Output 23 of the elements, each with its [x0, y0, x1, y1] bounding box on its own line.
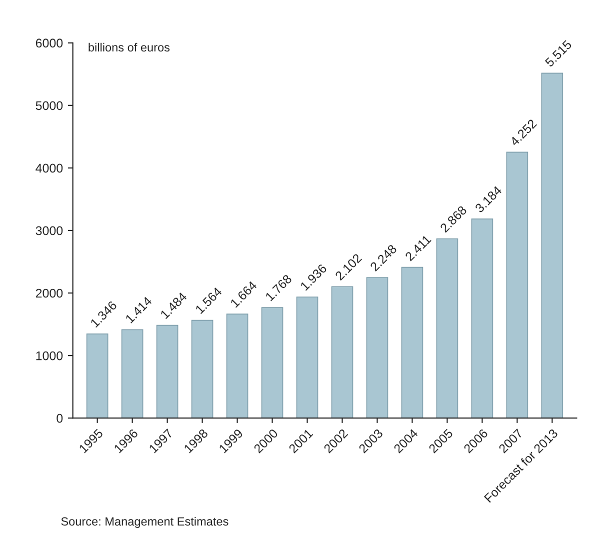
y-tick-label: 6000: [36, 38, 63, 48]
source-note: Source: Management Estimates: [61, 516, 228, 528]
bar: [541, 72, 564, 418]
bar: [366, 277, 388, 418]
bar: [436, 238, 458, 418]
y-tick-label: 5000: [36, 101, 63, 110]
bar: [121, 329, 144, 418]
y-tick-label: 0: [56, 414, 63, 423]
bar: [191, 320, 214, 418]
bar: [296, 296, 318, 418]
bar: [261, 307, 284, 418]
bar: [156, 324, 178, 418]
y-tick-label: 1000: [36, 351, 63, 360]
bar: [86, 333, 108, 418]
y-tick-label: 2000: [36, 288, 63, 298]
bar: [506, 152, 528, 418]
bar: [401, 266, 424, 418]
y-axis-title: billions of euros: [88, 42, 170, 52]
bar: [471, 218, 494, 418]
bar: [226, 314, 248, 418]
y-tick-label: 3000: [36, 226, 63, 236]
bar: [331, 286, 354, 418]
y-tick-label: 4000: [36, 164, 63, 173]
